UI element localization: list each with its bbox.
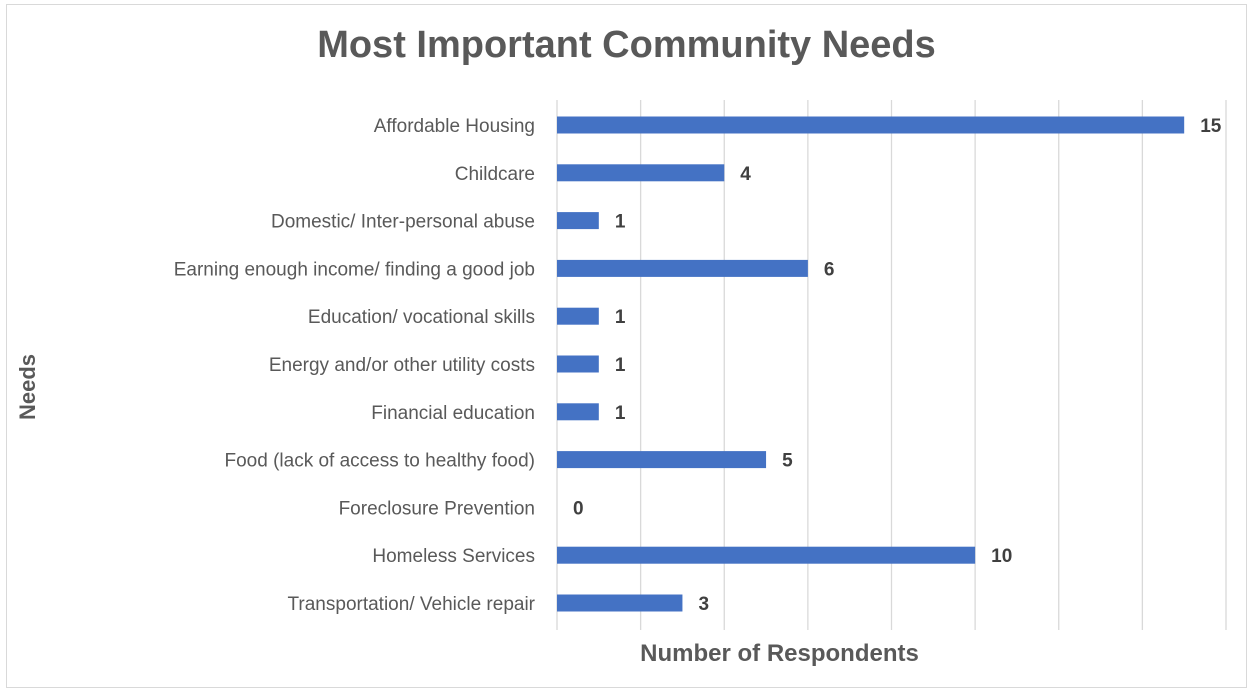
bar: [557, 451, 767, 469]
bar: [557, 594, 683, 612]
category-label: Homeless Services: [372, 546, 535, 567]
category-label: Childcare: [455, 164, 535, 185]
bar: [557, 307, 599, 325]
x-axis-title: Number of Respondents: [640, 640, 919, 667]
bars: [557, 116, 1185, 612]
bar: [557, 355, 599, 373]
bar: [557, 546, 976, 564]
data-label: 5: [782, 451, 793, 472]
bar: [557, 403, 599, 421]
data-label: 1: [615, 403, 626, 424]
category-label: Financial education: [371, 403, 535, 424]
data-label: 3: [698, 594, 709, 615]
chart-title: Most Important Community Needs: [317, 24, 936, 66]
data-label: 1: [615, 307, 626, 328]
category-label: Transportation/ Vehicle repair: [288, 594, 536, 615]
category-label: Earning enough income/ finding a good jo…: [174, 259, 535, 280]
category-labels: Affordable Housing Childcare Domestic/ Int…: [174, 116, 536, 615]
data-label: 4: [740, 164, 751, 185]
bar: [557, 164, 725, 182]
gridlines: [556, 100, 1227, 630]
bar: [557, 212, 599, 230]
data-label: 1: [615, 355, 626, 376]
data-label: 10: [991, 546, 1012, 567]
data-label: 0: [573, 498, 584, 519]
category-label: Affordable Housing: [374, 116, 535, 137]
data-label: 1: [615, 212, 626, 233]
category-label: Food (lack of access to healthy food): [225, 451, 536, 472]
category-label: Energy and/or other utility costs: [269, 355, 535, 376]
category-label: Domestic/ Inter-personal abuse: [271, 212, 535, 233]
data-label: 15: [1200, 116, 1222, 137]
category-label: Foreclosure Prevention: [339, 498, 535, 519]
category-label: Education/ vocational skills: [308, 307, 535, 328]
bar: [557, 116, 1185, 134]
data-label: 6: [824, 259, 835, 280]
bar: [557, 259, 808, 277]
